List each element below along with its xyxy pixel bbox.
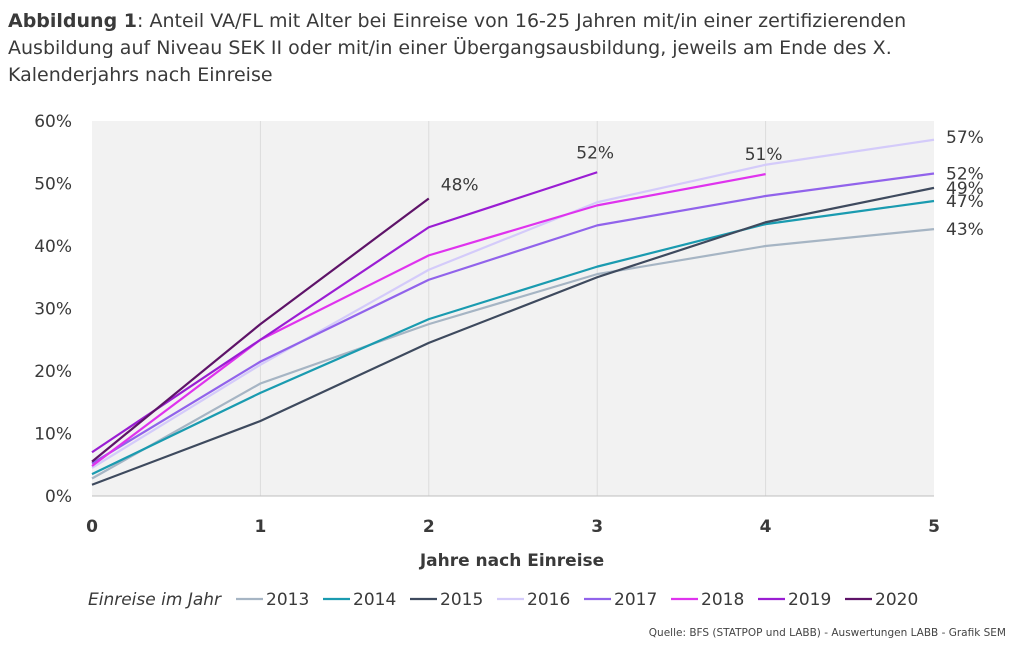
x-axis-ticks: 0 1 2 3 4 5	[86, 517, 940, 537]
y-tick-label: 40%	[34, 237, 72, 257]
x-tick-label: 5	[928, 517, 940, 537]
legend-label-2013: 2013	[266, 590, 309, 610]
legend-label-2018: 2018	[701, 590, 744, 610]
x-tick-label: 4	[760, 517, 772, 537]
end-label-2013: 43%	[946, 220, 984, 240]
end-label-2020: 48%	[441, 176, 479, 196]
y-tick-label: 50%	[34, 175, 72, 195]
series-lines	[91, 138, 935, 486]
y-tick-label: 0%	[45, 487, 72, 507]
x-tick-label: 3	[591, 517, 603, 537]
y-tick-label: 10%	[34, 425, 72, 445]
end-label-2017: 52%	[946, 165, 984, 185]
end-labels: 43% 47%49% 57% 52% 51% 52% 48%	[441, 128, 984, 240]
legend-title: Einreise im Jahr	[88, 590, 222, 610]
series-line-2017	[91, 172, 935, 465]
plot-area	[92, 121, 934, 496]
series-line-2014	[91, 199, 935, 476]
legend-label-2019: 2019	[788, 590, 831, 610]
y-axis-ticks: 0% 10% 20% 30% 40% 50% 60%	[34, 112, 72, 507]
legend-label-2016: 2016	[527, 590, 570, 610]
y-tick-label: 60%	[34, 112, 72, 132]
legend: 2013 2014 2015 2016 2017 2018 2019 2020	[236, 590, 918, 610]
x-axis-label: Jahre nach Einreise	[419, 551, 604, 571]
source-note: Quelle: BFS (STATPOP und LABB) - Auswert…	[648, 627, 1006, 639]
series-line-2015	[91, 186, 935, 486]
x-tick-label: 1	[254, 517, 266, 537]
figure-caption: : Anteil VA/FL mit Alter bei Einreise vo…	[8, 10, 907, 86]
legend-label-2017: 2017	[614, 590, 657, 610]
series-line-2016	[91, 138, 935, 469]
end-label-2018: 51%	[745, 145, 783, 165]
grid-lines	[259, 121, 767, 496]
legend-label-2014: 2014	[353, 590, 396, 610]
series-line-2013	[91, 228, 935, 480]
x-tick-label: 0	[86, 517, 98, 537]
series-line-2019	[91, 171, 598, 454]
end-label-2016: 57%	[946, 128, 984, 148]
y-tick-label: 20%	[34, 362, 72, 382]
x-tick-label: 2	[423, 517, 435, 537]
figure-title: Abbildung 1: Anteil VA/FL mit Alter bei …	[8, 8, 1008, 89]
series-line-2020	[91, 197, 430, 463]
end-label-2014: 47%	[946, 192, 984, 212]
series-line-2018	[91, 173, 766, 467]
end-label-2019: 52%	[576, 143, 614, 163]
y-tick-label: 30%	[34, 300, 72, 320]
legend-label-2020: 2020	[875, 590, 918, 610]
figure-label: Abbildung 1	[8, 10, 138, 32]
end-label-2015: 49%	[946, 179, 984, 199]
legend-label-2015: 2015	[440, 590, 483, 610]
